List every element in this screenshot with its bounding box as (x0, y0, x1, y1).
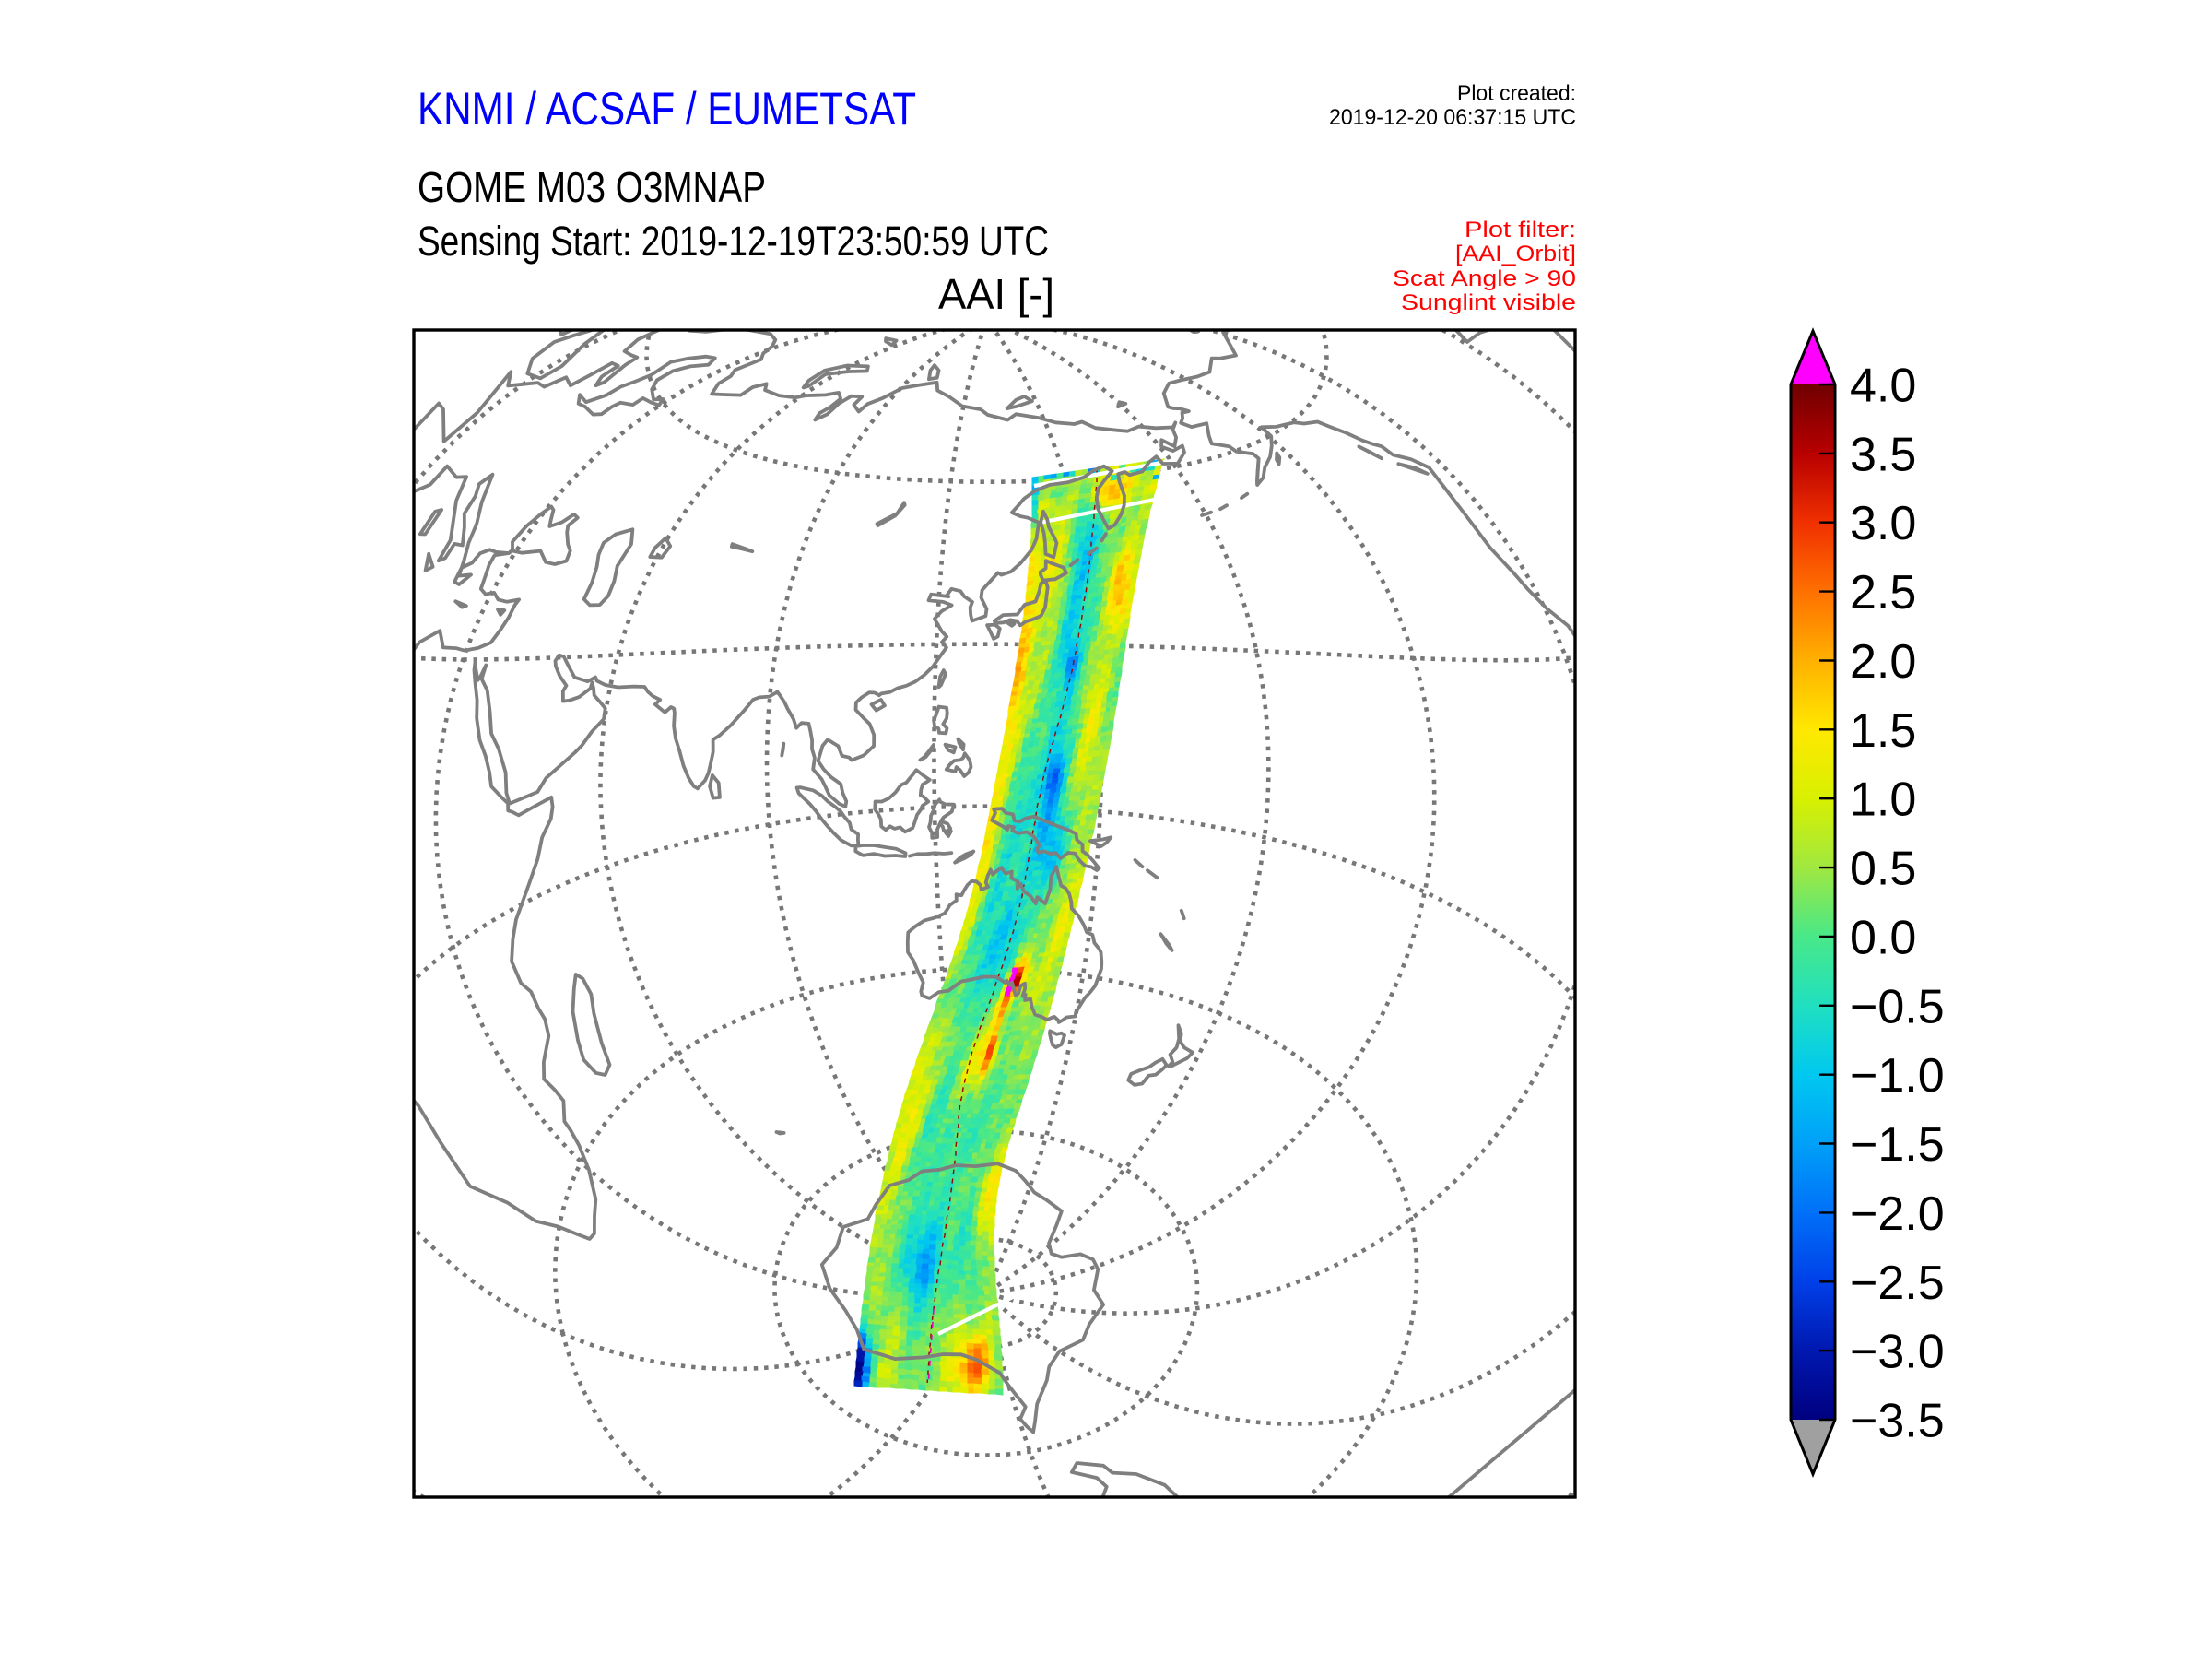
svg-text:−2.0: −2.0 (1850, 1187, 1945, 1241)
svg-text:2.5: 2.5 (1850, 566, 1916, 620)
svg-text:1.5: 1.5 (1850, 704, 1916, 758)
svg-text:[AAI_Orbit]: [AAI_Orbit] (1455, 242, 1576, 266)
svg-text:0.0: 0.0 (1850, 911, 1916, 964)
svg-text:2.0: 2.0 (1850, 635, 1916, 689)
svg-text:2019-12-20 06:37:15 UTC: 2019-12-20 06:37:15 UTC (1329, 105, 1576, 130)
svg-text:AAI [-]: AAI [-] (938, 270, 1054, 318)
svg-text:3.5: 3.5 (1850, 428, 1916, 481)
svg-text:Sensing Start: 2019-12-19T23:5: Sensing Start: 2019-12-19T23:50:59 UTC (418, 218, 1049, 265)
svg-text:Plot filter:: Plot filter: (1465, 218, 1576, 242)
svg-text:−2.5: −2.5 (1850, 1257, 1945, 1310)
svg-text:KNMI / ACSAF / EUMETSAT: KNMI / ACSAF / EUMETSAT (418, 83, 916, 135)
svg-text:Sunglint visible: Sunglint visible (1401, 290, 1576, 315)
svg-text:1.0: 1.0 (1850, 773, 1916, 827)
svg-text:−3.5: −3.5 (1850, 1395, 1945, 1448)
svg-text:GOME M03 O3MNAP: GOME M03 O3MNAP (418, 163, 766, 211)
svg-text:−0.5: −0.5 (1850, 980, 1945, 1033)
svg-text:−3.0: −3.0 (1850, 1326, 1945, 1379)
svg-text:−1.0: −1.0 (1850, 1049, 1945, 1103)
svg-text:−1.5: −1.5 (1850, 1118, 1945, 1172)
svg-text:Scat Angle > 90: Scat Angle > 90 (1393, 266, 1576, 291)
svg-text:3.0: 3.0 (1850, 497, 1916, 550)
svg-text:0.5: 0.5 (1850, 843, 1916, 896)
svg-text:Plot created:: Plot created: (1457, 81, 1576, 106)
svg-text:4.0: 4.0 (1850, 360, 1916, 413)
